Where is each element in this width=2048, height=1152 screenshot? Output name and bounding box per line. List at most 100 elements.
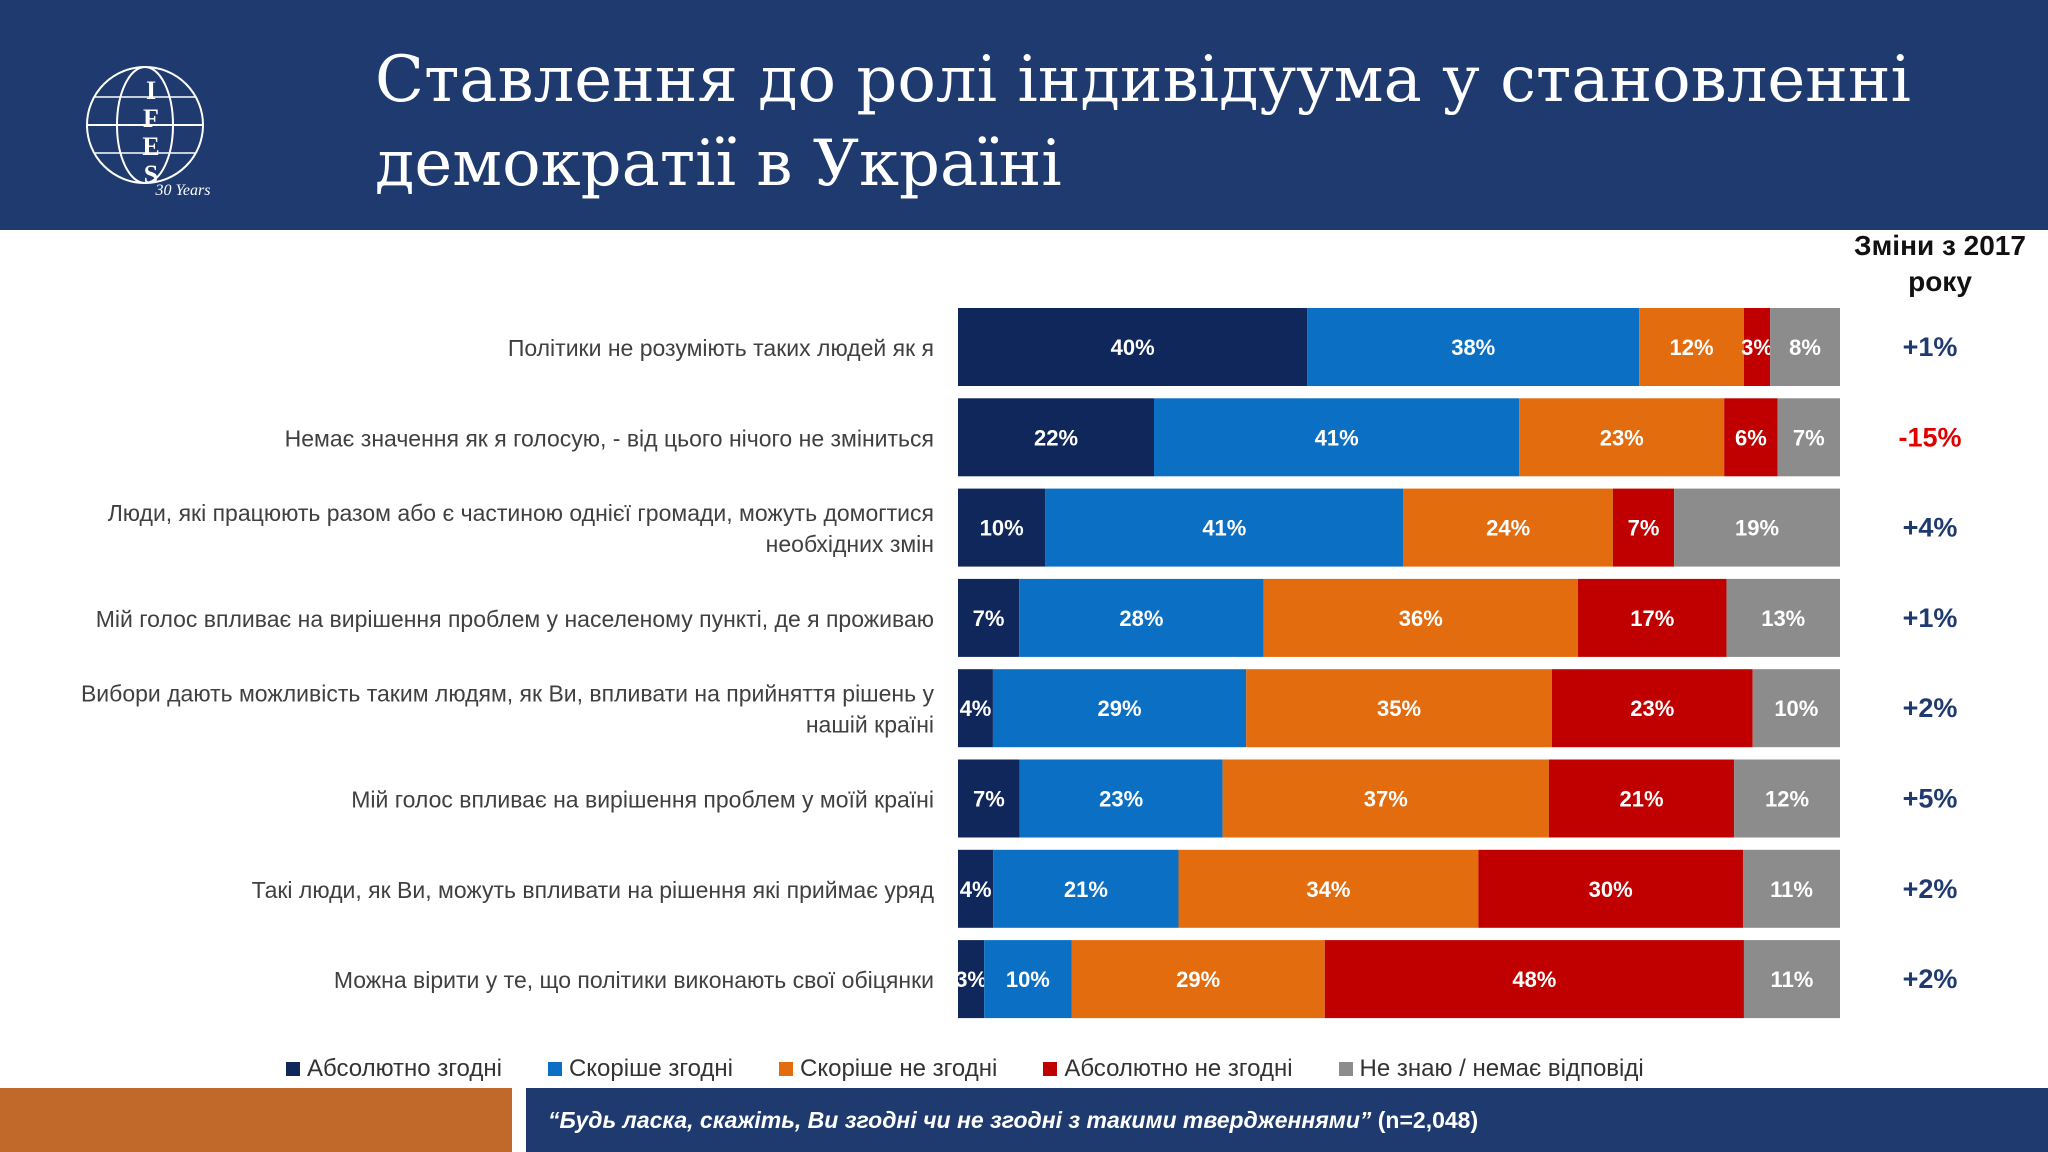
bar-segment-1-5 <box>1770 308 1840 386</box>
header-banner: I F E S 30 Years Ставлення до ролі індив… <box>0 0 2048 230</box>
bar-segment-3-5 <box>1674 488 1840 567</box>
change-value: +5% <box>1903 784 1958 814</box>
bar-value-label: 23% <box>1630 696 1674 721</box>
category-label: Вибори дають можливість таким людям, як … <box>81 681 935 707</box>
bar-segment-6-4 <box>1548 759 1735 838</box>
legend-swatch <box>1338 1062 1353 1076</box>
bar-value-label: 30% <box>1589 877 1633 902</box>
bar-value-label: 6% <box>1735 425 1767 450</box>
changes-header: Зміни з 2017 року <box>1840 228 2040 300</box>
bar-value-label: 23% <box>1600 425 1644 450</box>
bar-segment-3-1 <box>958 488 1046 567</box>
page-title-line2: демократії в Україні <box>375 127 1062 201</box>
category-label: нашій країні <box>806 712 934 738</box>
bar-value-label: 22% <box>1034 425 1078 450</box>
bar-segment-3-3 <box>1403 488 1613 567</box>
bar-value-label: 10% <box>980 516 1024 541</box>
category-label: необхідних змін <box>766 531 934 557</box>
bar-segment-6-1 <box>958 759 1020 838</box>
svg-text:S: S <box>144 160 158 189</box>
bar-value-label: 3% <box>1741 335 1773 360</box>
legend-label: Не знаю / немає відповіді <box>1359 1055 1644 1082</box>
bar-value-label: 17% <box>1630 606 1674 631</box>
legend-label: Абсолютно не згодні <box>1064 1055 1293 1082</box>
change-value: +2% <box>1903 874 1958 904</box>
bar-segment-5-4 <box>1551 669 1753 748</box>
bar-value-label: 37% <box>1364 787 1408 812</box>
bar-segment-5-3 <box>1246 669 1552 748</box>
bar-value-label: 11% <box>1770 877 1813 902</box>
category-label: Немає значення як я голосую, - від цього… <box>285 425 934 451</box>
bar-value-label: 3% <box>955 967 987 992</box>
bar-segment-2-4 <box>1724 398 1778 477</box>
bar-value-label: 7% <box>1628 516 1660 541</box>
footer-question: “Будь ласка, скажіть, Ви згодні чи не зг… <box>548 1107 1372 1133</box>
changes-header-line1: Зміни з 2017 <box>1854 230 2026 261</box>
bar-value-label: 21% <box>1620 787 1664 812</box>
bar-segment-8-3 <box>1071 940 1325 1019</box>
bar-value-label: 19% <box>1735 516 1779 541</box>
svg-text:F: F <box>143 104 159 133</box>
bar-segment-1-1 <box>958 308 1308 386</box>
bar-segment-5-5 <box>1752 669 1840 748</box>
bar-value-label: 8% <box>1789 335 1821 360</box>
bar-value-label: 24% <box>1486 516 1530 541</box>
bar-value-label: 13% <box>1761 606 1805 631</box>
category-label: Мій голос впливає на вирішення проблем у… <box>351 787 934 813</box>
bar-segment-8-1 <box>958 940 985 1019</box>
category-label: Такі люди, як Ви, можуть впливати на ріш… <box>252 877 935 903</box>
category-label: Можна вірити у те, що політики виконають… <box>334 967 934 993</box>
category-label: Мій голос впливає на вирішення проблем у… <box>96 606 934 632</box>
bar-value-label: 38% <box>1451 335 1495 360</box>
svg-text:I: I <box>146 76 156 105</box>
bar-segment-1-3 <box>1639 308 1744 386</box>
bar-value-label: 4% <box>960 877 992 902</box>
svg-text:E: E <box>142 132 159 161</box>
legend-item: Абсолютно не згодні <box>1043 1055 1293 1083</box>
bar-segment-4-4 <box>1578 578 1727 657</box>
page-title: Ставлення до ролі індивідуума у становле… <box>375 38 1995 206</box>
bar-segment-4-1 <box>958 578 1020 657</box>
bar-value-label: 48% <box>1512 967 1556 992</box>
bar-value-label: 28% <box>1119 606 1163 631</box>
bar-segment-7-4 <box>1478 849 1743 928</box>
change-value: +4% <box>1903 513 1958 543</box>
change-value: +2% <box>1903 964 1958 994</box>
legend-swatch <box>547 1062 562 1076</box>
legend-item: Абсолютно згодні <box>286 1055 502 1083</box>
bar-segment-3-2 <box>1045 488 1404 567</box>
bar-segment-4-5 <box>1726 578 1840 657</box>
bar-value-label: 41% <box>1315 425 1359 450</box>
bar-value-label: 11% <box>1771 967 1814 992</box>
bar-value-label: 40% <box>1111 335 1155 360</box>
legend-item: Скоріше згодні <box>547 1055 733 1083</box>
change-value: +2% <box>1903 693 1958 723</box>
bar-segment-7-3 <box>1178 849 1479 928</box>
change-value: +1% <box>1903 332 1958 362</box>
bar-value-label: 7% <box>973 606 1005 631</box>
bar-value-label: 23% <box>1099 787 1143 812</box>
bar-segment-8-4 <box>1324 940 1744 1019</box>
bar-segment-8-5 <box>1743 940 1840 1019</box>
bar-segment-7-5 <box>1742 849 1840 928</box>
bar-segment-7-2 <box>993 849 1179 928</box>
change-value: +1% <box>1903 603 1958 633</box>
category-label: Люди, які працюють разом або є частиною … <box>108 500 934 526</box>
bar-value-label: 10% <box>1006 967 1050 992</box>
bar-value-label: 21% <box>1064 877 1108 902</box>
bar-segment-2-3 <box>1519 398 1725 477</box>
bar-segment-5-2 <box>992 669 1247 748</box>
bar-segment-4-3 <box>1263 578 1579 657</box>
legend-item: Не знаю / немає відповіді <box>1338 1055 1644 1083</box>
legend-swatch <box>1043 1062 1058 1076</box>
bar-value-label: 29% <box>1098 696 1142 721</box>
bar-segment-8-2 <box>984 940 1072 1019</box>
bar-value-label: 35% <box>1377 696 1421 721</box>
ifes-logo: I F E S 30 Years <box>86 66 210 199</box>
legend-label: Абсолютно згодні <box>307 1055 502 1082</box>
bar-value-label: 29% <box>1176 967 1220 992</box>
bar-segment-4-2 <box>1019 578 1264 657</box>
bar-segment-2-1 <box>958 398 1154 477</box>
bar-segment-6-5 <box>1734 759 1840 838</box>
legend-label: Скоріше згодні <box>568 1055 733 1082</box>
